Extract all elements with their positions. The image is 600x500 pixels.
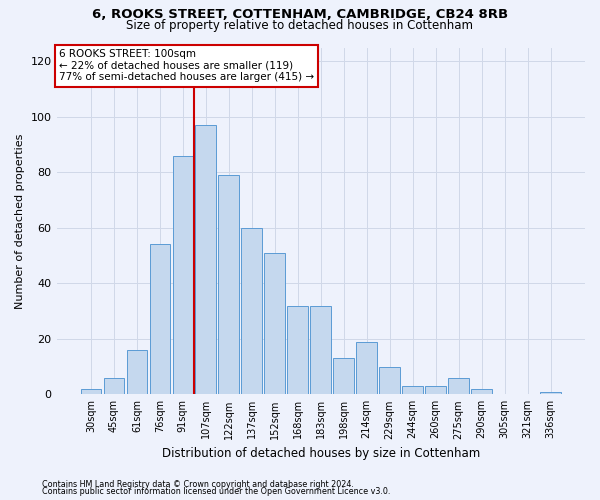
Bar [356, 342, 377, 394]
Text: 6 ROOKS STREET: 100sqm
← 22% of detached houses are smaller (119)
77% of semi-de: 6 ROOKS STREET: 100sqm ← 22% of detached… [59, 49, 314, 82]
Bar [196, 125, 216, 394]
Bar [287, 306, 308, 394]
Bar [173, 156, 193, 394]
Text: Size of property relative to detached houses in Cottenham: Size of property relative to detached ho… [127, 18, 473, 32]
Bar [379, 366, 400, 394]
Bar [149, 244, 170, 394]
Bar [218, 175, 239, 394]
Bar [448, 378, 469, 394]
Bar [403, 386, 423, 394]
Text: 6, ROOKS STREET, COTTENHAM, CAMBRIDGE, CB24 8RB: 6, ROOKS STREET, COTTENHAM, CAMBRIDGE, C… [92, 8, 508, 20]
Bar [472, 389, 492, 394]
Bar [540, 392, 561, 394]
Bar [265, 253, 285, 394]
Bar [127, 350, 147, 395]
Bar [80, 389, 101, 394]
Bar [310, 306, 331, 394]
X-axis label: Distribution of detached houses by size in Cottenham: Distribution of detached houses by size … [161, 447, 480, 460]
Text: Contains public sector information licensed under the Open Government Licence v3: Contains public sector information licen… [42, 487, 391, 496]
Bar [241, 228, 262, 394]
Text: Contains HM Land Registry data © Crown copyright and database right 2024.: Contains HM Land Registry data © Crown c… [42, 480, 354, 489]
Bar [425, 386, 446, 394]
Bar [104, 378, 124, 394]
Y-axis label: Number of detached properties: Number of detached properties [15, 133, 25, 308]
Bar [334, 358, 354, 395]
